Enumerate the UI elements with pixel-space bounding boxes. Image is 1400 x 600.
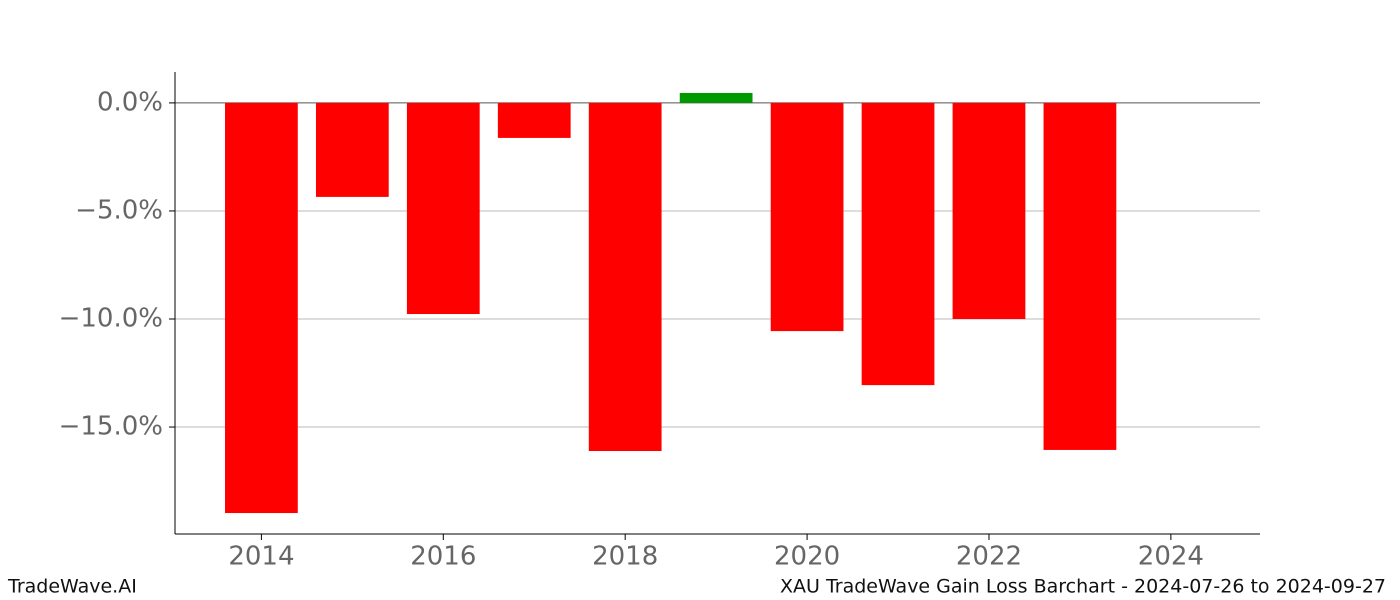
- x-tick-label: 2024: [1138, 542, 1204, 572]
- bar: [1043, 102, 1117, 450]
- bar: [952, 102, 1026, 319]
- y-tick-label: −15.0%: [59, 412, 163, 442]
- bar: [588, 102, 662, 452]
- x-tick-label: 2022: [956, 542, 1022, 572]
- bar: [315, 102, 389, 197]
- y-tick-label: −5.0%: [75, 195, 163, 225]
- x-tick-label: 2018: [592, 542, 658, 572]
- chart-title: XAU TradeWave Gain Loss Barchart - 2024-…: [780, 576, 1386, 598]
- bar: [679, 92, 753, 103]
- x-tick-label: 2020: [774, 542, 840, 572]
- y-tick-label: 0.0%: [97, 87, 163, 117]
- bar: [861, 102, 935, 386]
- bar: [225, 102, 298, 514]
- watermark: TradeWave.AI: [7, 576, 137, 598]
- bar: [770, 102, 844, 332]
- x-tick-label: 2014: [228, 542, 294, 572]
- bar: [497, 102, 571, 138]
- bar: [406, 102, 480, 315]
- y-tick-label: −10.0%: [59, 303, 163, 333]
- x-tick-label: 2016: [410, 542, 476, 572]
